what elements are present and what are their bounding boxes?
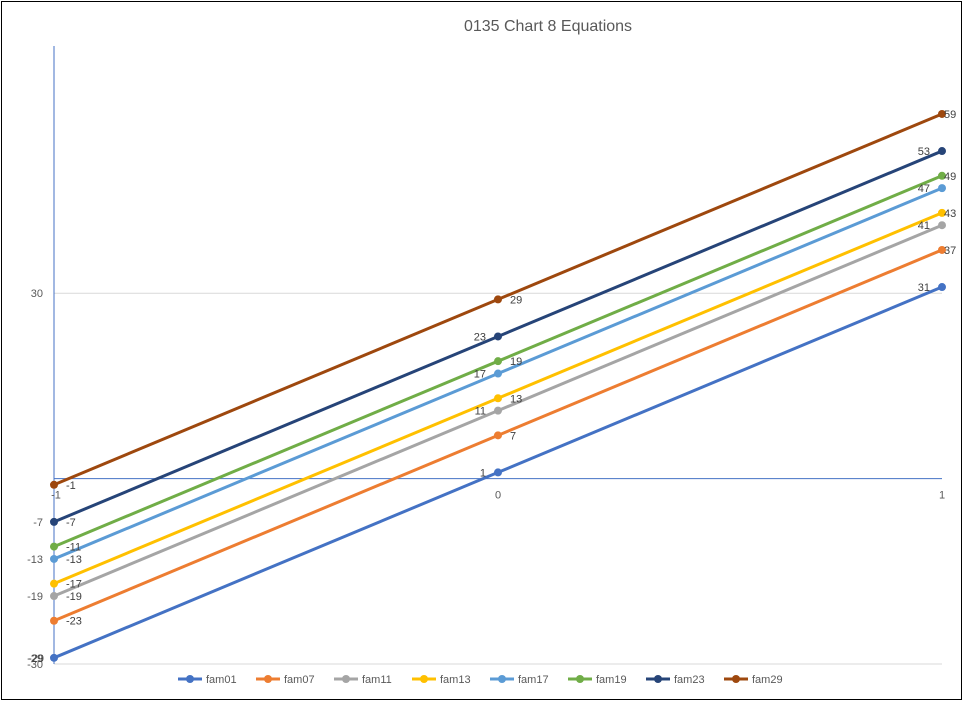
data-label-fam11: 41 — [918, 220, 930, 232]
x-tick-label: 1 — [939, 490, 945, 502]
legend-marker-fam13 — [420, 675, 428, 683]
data-point-fam13 — [938, 208, 946, 217]
data-point-fam01 — [494, 468, 502, 477]
data-point-fam23 — [50, 517, 58, 526]
data-label-fam01: 31 — [918, 282, 930, 294]
data-label-fam11: -19 — [66, 591, 82, 603]
data-label-fam17: 17 — [474, 369, 486, 381]
legend-entry-fam11: fam11 — [362, 674, 392, 686]
data-label-fam01: 1 — [480, 467, 486, 479]
data-label-fam11: 11 — [475, 406, 486, 418]
data-label-fam07: 7 — [510, 430, 516, 442]
y-tick-label: -19 — [27, 591, 43, 603]
data-label-fam07: -23 — [66, 616, 82, 628]
legend-marker-fam29 — [732, 675, 740, 683]
legend-entry-fam23: fam23 — [674, 674, 705, 686]
y-tick-label: 30 — [31, 288, 43, 300]
data-label-fam19: 19 — [510, 356, 522, 368]
x-tick-label: 0 — [495, 490, 501, 502]
y-tick-label: -13 — [27, 554, 43, 566]
data-label-fam13: -17 — [66, 579, 82, 591]
data-point-fam17 — [50, 554, 58, 563]
data-point-fam11 — [494, 406, 502, 415]
data-label-fam13: 13 — [510, 393, 522, 405]
data-point-fam13 — [494, 394, 502, 403]
legend-entry-fam29: fam29 — [752, 674, 783, 686]
legend-marker-fam07 — [264, 675, 272, 683]
data-point-fam13 — [50, 579, 58, 588]
data-label-fam17: -13 — [66, 554, 82, 566]
plot-area — [50, 109, 946, 662]
data-point-fam01 — [50, 653, 58, 662]
data-label-fam07: 37 — [944, 245, 956, 257]
legend-marker-fam23 — [654, 675, 662, 683]
data-label-fam29: 59 — [944, 109, 956, 121]
tick-labels: -1 0 130-7-13-19-29-30 — [27, 288, 945, 671]
data-point-fam19 — [50, 542, 58, 551]
data-point-fam23 — [494, 332, 502, 341]
data-label-fam23: -7 — [66, 517, 76, 529]
data-point-fam11 — [938, 221, 946, 230]
legend-entry-fam07: fam07 — [284, 674, 315, 686]
legend-marker-fam01 — [186, 675, 194, 683]
legend-marker-fam11 — [342, 675, 350, 683]
data-point-fam23 — [938, 147, 946, 156]
data-point-fam29 — [938, 109, 946, 118]
legend-marker-fam17 — [498, 675, 506, 683]
y-tick-label: -29 — [27, 653, 43, 665]
gridlines — [54, 292, 942, 665]
data-point-fam07 — [494, 431, 502, 440]
data-label-fam17: 47 — [918, 183, 930, 195]
data-label-fam29: -1 — [66, 480, 76, 492]
data-point-fam29 — [494, 295, 502, 304]
data-point-fam29 — [50, 480, 58, 489]
y-tick-label: -30 — [27, 659, 43, 671]
legend-marker-fam19 — [576, 675, 584, 683]
y-tick-label: -7 — [33, 517, 43, 529]
data-point-fam19 — [494, 357, 502, 366]
data-labels: -29131-23737-191141-171343-131747-111949… — [28, 109, 956, 665]
x-tick-label: -1 — [51, 490, 61, 502]
axes — [53, 46, 942, 664]
data-label-fam29: 29 — [510, 294, 522, 306]
data-point-fam11 — [50, 592, 58, 601]
data-label-fam19: -11 — [66, 542, 81, 554]
legend-entry-fam19: fam19 — [596, 674, 627, 686]
data-point-fam19 — [938, 171, 946, 180]
data-label-fam01: -29 — [28, 653, 44, 665]
data-label-fam23: 53 — [918, 146, 930, 158]
data-point-fam01 — [938, 283, 946, 292]
data-point-fam07 — [50, 616, 58, 625]
chart-title: 0135 Chart 8 Equations — [464, 18, 632, 35]
data-point-fam07 — [938, 245, 946, 254]
legend-entry-fam17: fam17 — [518, 674, 549, 686]
legend-entry-fam13: fam13 — [440, 674, 471, 686]
data-point-fam17 — [938, 184, 946, 193]
legend-entry-fam01: fam01 — [206, 674, 237, 686]
legend: fam01 fam07 fam11 fam13 fam17 fam19 fam23 fam29 — [178, 674, 783, 686]
data-label-fam19: 49 — [944, 171, 956, 183]
data-label-fam23: 23 — [474, 331, 486, 343]
data-label-fam13: 43 — [944, 208, 956, 220]
data-point-fam17 — [494, 369, 502, 378]
